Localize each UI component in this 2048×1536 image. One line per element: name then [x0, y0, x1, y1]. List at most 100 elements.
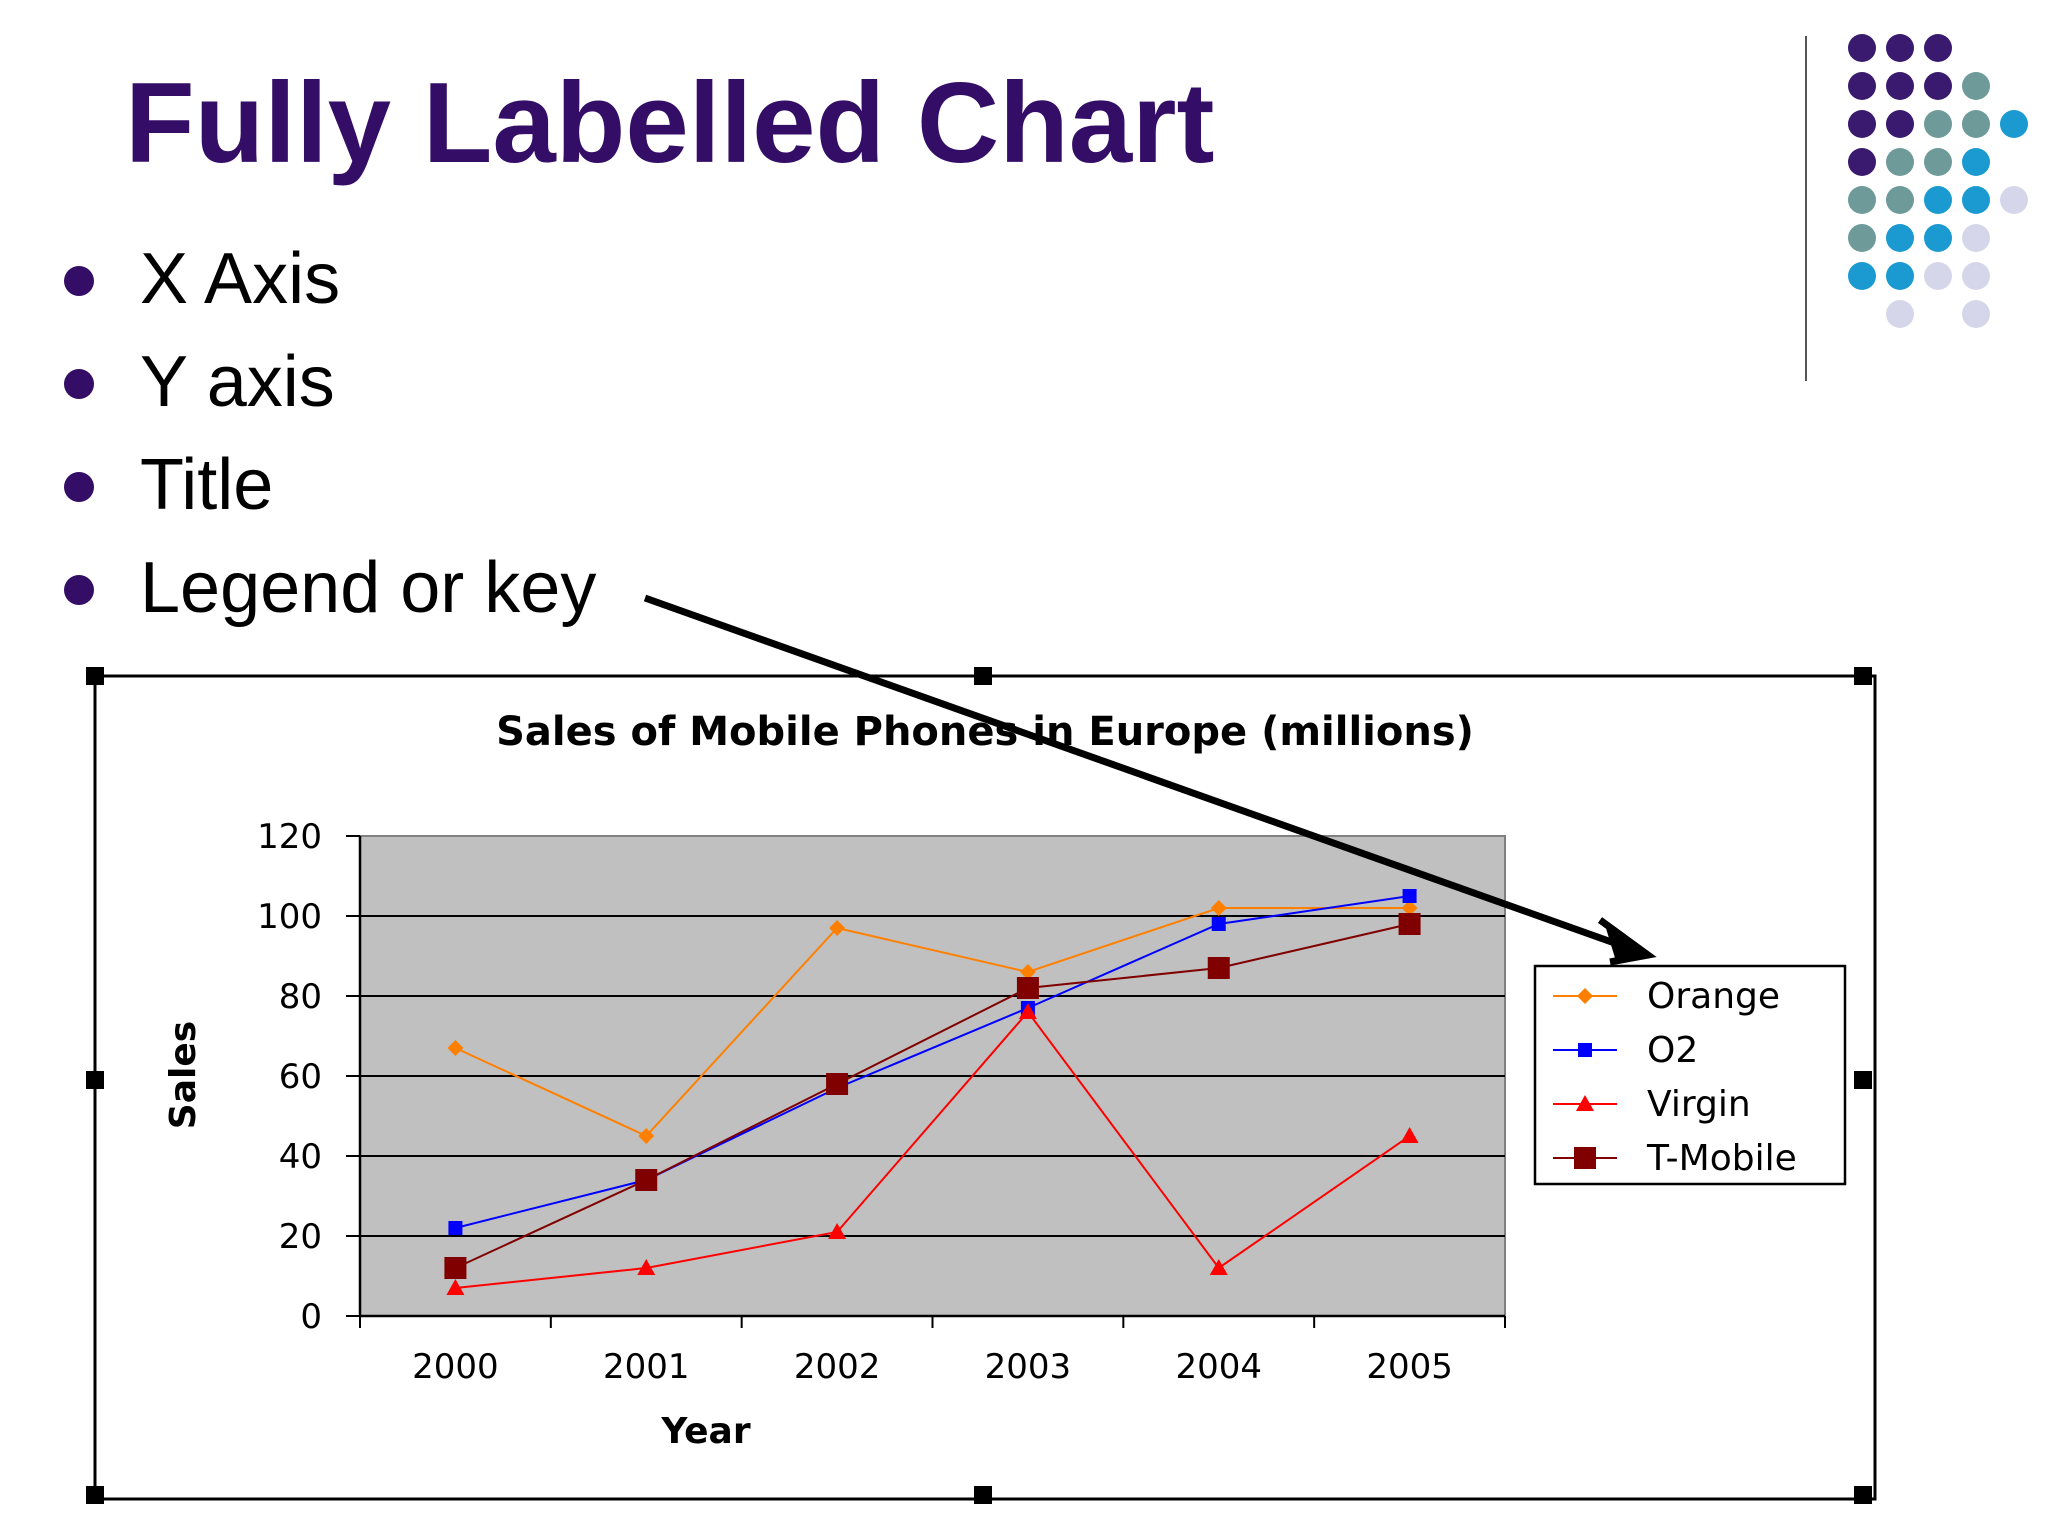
decorative-dot	[1924, 72, 1952, 100]
series-layer	[444, 889, 1421, 1295]
resize-handle[interactable]	[1854, 1071, 1872, 1089]
decorative-dot	[2000, 186, 2028, 214]
data-point	[444, 1257, 467, 1279]
resize-handle[interactable]	[974, 667, 992, 685]
x-tick-label: 2000	[412, 1347, 499, 1387]
bullet-text: X Axis	[140, 239, 341, 319]
x-tick-label: 2005	[1366, 1347, 1453, 1387]
decorative-dot	[1924, 148, 1952, 176]
data-point	[446, 1279, 465, 1295]
series-line	[454, 923, 1410, 1269]
y-tick-label: 60	[279, 1057, 322, 1097]
y-axis-label: Sales	[163, 1021, 204, 1129]
legend-swatch-marker	[1578, 1043, 1592, 1057]
decorative-dot	[1886, 72, 1914, 100]
legend-item: Virgin	[1553, 1084, 1751, 1125]
decorative-dot	[1924, 186, 1952, 214]
decorative-dot-grid	[1848, 34, 2028, 328]
bullet-item: Y axis	[60, 331, 596, 434]
decorative-dot	[1886, 262, 1914, 290]
decorative-dot	[1848, 148, 1876, 176]
data-point	[635, 1169, 658, 1191]
data-point	[637, 1259, 656, 1275]
bullet-dot-icon	[64, 575, 94, 605]
resize-handle[interactable]	[974, 1486, 992, 1504]
bullet-item: Legend or key	[60, 537, 596, 640]
legend-label: T-Mobile	[1646, 1138, 1797, 1179]
decorative-dot	[1848, 34, 1876, 62]
decorative-dot	[1962, 148, 1990, 176]
series-line	[455, 1010, 1411, 1289]
data-point	[448, 1221, 463, 1235]
bullet-text: Legend or key	[140, 548, 597, 628]
data-point	[1019, 964, 1036, 980]
y-tick-label: 40	[279, 1137, 322, 1177]
decorative-dot	[1962, 262, 1990, 290]
chart-title: Sales of Mobile Phones in Europe (millio…	[496, 709, 1474, 755]
data-point	[1398, 913, 1421, 935]
legend-item: Orange	[1553, 976, 1780, 1017]
x-tick-label: 2002	[794, 1347, 881, 1387]
y-tick-label: 80	[279, 977, 322, 1017]
y-tick-label: 100	[257, 897, 322, 937]
y-tick-label: 20	[279, 1217, 322, 1257]
legend-swatch-marker	[1577, 988, 1593, 1004]
y-tick-label: 120	[257, 817, 322, 857]
resize-handle[interactable]	[1854, 1486, 1872, 1504]
bullet-text: Title	[140, 445, 274, 525]
y-tick-label: 0	[300, 1297, 322, 1337]
decorative-dot	[1886, 186, 1914, 214]
decorative-dot	[1886, 110, 1914, 138]
divider-line	[1805, 36, 1807, 381]
x-tick-label: 2004	[1175, 1347, 1262, 1387]
decorative-dot	[1848, 72, 1876, 100]
data-point	[638, 1128, 655, 1144]
legend-label: Virgin	[1647, 1084, 1751, 1125]
decorative-dot	[1924, 110, 1952, 138]
x-tick-label: 2003	[985, 1347, 1072, 1387]
data-point	[828, 1223, 847, 1239]
data-point	[1207, 957, 1230, 979]
decorative-dot	[2000, 110, 2028, 138]
slide-title: Fully Labelled Chart	[125, 60, 1215, 187]
data-point	[447, 1040, 464, 1056]
bullet-list: X Axis Y axis Title Legend or key	[60, 228, 596, 640]
decorative-dot	[1848, 262, 1876, 290]
legend-item: T-Mobile	[1553, 1138, 1797, 1179]
decorative-dot	[1848, 186, 1876, 214]
y-axis-ticks: 0 20 40 60 80 100 120	[257, 817, 360, 1337]
data-point	[1016, 977, 1039, 999]
decorative-dot	[1924, 224, 1952, 252]
decorative-dot	[1886, 148, 1914, 176]
resize-handle[interactable]	[86, 1486, 104, 1504]
data-point	[1211, 917, 1226, 931]
resize-handle[interactable]	[86, 1071, 104, 1089]
decorative-dot	[1962, 300, 1990, 328]
legend-swatch-marker	[1576, 1095, 1594, 1111]
data-point	[1402, 889, 1417, 903]
legend-swatch-marker	[1574, 1147, 1596, 1169]
legend-label: Orange	[1647, 976, 1780, 1017]
bullet-item: X Axis	[60, 228, 596, 331]
legend-label: O2	[1647, 1030, 1698, 1071]
resize-handle[interactable]	[1854, 667, 1872, 685]
x-tick-label: 2001	[603, 1347, 690, 1387]
x-axis-label: Year	[660, 1411, 750, 1452]
decorative-dot	[1848, 110, 1876, 138]
selection-handles	[86, 667, 1872, 1504]
data-point	[826, 1073, 849, 1095]
decorative-dot	[1962, 110, 1990, 138]
bullet-item: Title	[60, 434, 596, 537]
resize-handle[interactable]	[86, 667, 104, 685]
decorative-dot	[1924, 34, 1952, 62]
decorative-dot	[1886, 34, 1914, 62]
decorative-dot	[1924, 262, 1952, 290]
legend: Orange O2 Virgin T-Mobile	[1533, 964, 1847, 1186]
data-point	[1400, 1127, 1419, 1143]
decorative-dot	[1886, 300, 1914, 328]
legend-item: O2	[1553, 1030, 1698, 1071]
decorative-dot	[1962, 186, 1990, 214]
decorative-dot	[1848, 224, 1876, 252]
series-virgin	[446, 1003, 1419, 1295]
